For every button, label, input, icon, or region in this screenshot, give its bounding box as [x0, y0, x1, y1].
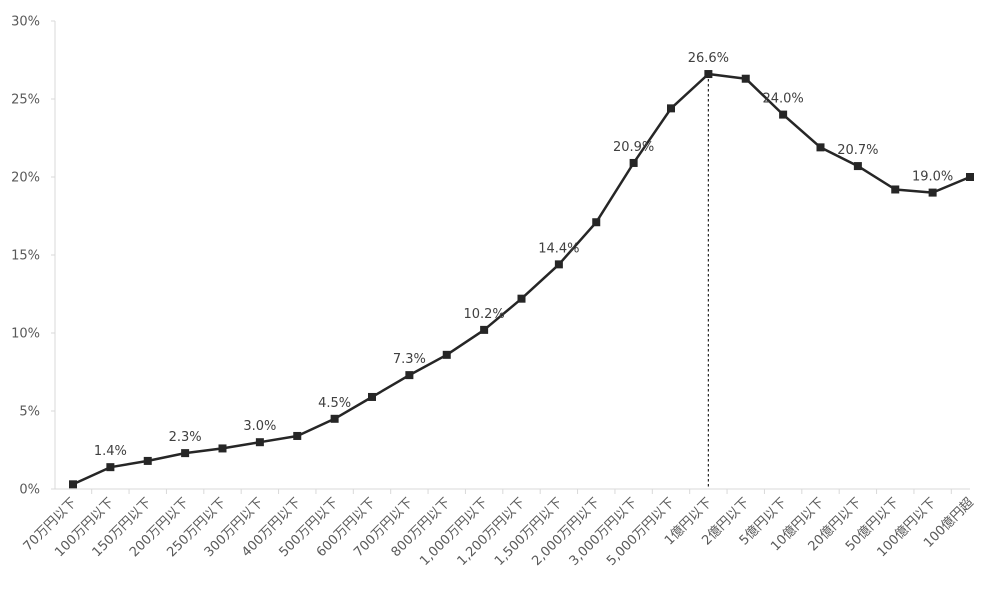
data-point-marker: [330, 414, 339, 423]
y-tick-label: 25%: [11, 93, 40, 108]
data-point-marker: [667, 104, 675, 113]
data-point-marker: [891, 185, 900, 194]
data-point-marker: [554, 260, 563, 269]
data-label: 1.4%: [94, 444, 127, 459]
data-point-marker: [966, 173, 974, 181]
data-point-marker: [442, 350, 451, 359]
y-tick-label: 5%: [19, 405, 40, 420]
y-tick-label: 15%: [11, 249, 40, 264]
data-label: 26.6%: [688, 51, 729, 66]
data-point-marker: [69, 480, 77, 489]
y-tick-label: 0%: [19, 483, 40, 498]
data-point-marker: [480, 325, 489, 334]
data-label: 10.2%: [463, 307, 504, 322]
data-point-marker: [928, 188, 937, 197]
data-label: 14.4%: [538, 241, 579, 256]
data-point-marker: [853, 162, 862, 171]
data-label: 7.3%: [393, 352, 426, 367]
data-point-marker: [255, 438, 264, 447]
data-label: 2.3%: [169, 430, 202, 445]
data-point-marker: [106, 463, 115, 472]
data-point-marker: [629, 158, 638, 167]
data-label: 20.9%: [613, 140, 654, 155]
y-tick-label: 10%: [11, 327, 40, 342]
data-point-marker: [704, 70, 713, 79]
series-line: [72, 72, 971, 486]
data-point-marker: [592, 218, 601, 227]
data-point-marker: [405, 371, 414, 380]
data-label: 24.0%: [762, 92, 803, 107]
data-point-marker: [517, 294, 526, 303]
data-point-marker: [368, 392, 376, 401]
data-label: 3.0%: [243, 419, 276, 434]
data-point-marker: [293, 431, 302, 440]
data-point-marker: [741, 74, 750, 83]
data-point-marker: [779, 110, 788, 119]
data-point-marker: [218, 444, 227, 453]
y-tick-label: 30%: [11, 15, 40, 30]
data-point-marker: [181, 449, 190, 458]
data-point-marker: [816, 143, 825, 152]
y-tick-label: 20%: [11, 171, 40, 186]
data-point-marker: [143, 456, 152, 465]
data-label: 4.5%: [318, 396, 351, 411]
data-label: 20.7%: [837, 143, 878, 158]
data-label: 19.0%: [912, 170, 953, 185]
